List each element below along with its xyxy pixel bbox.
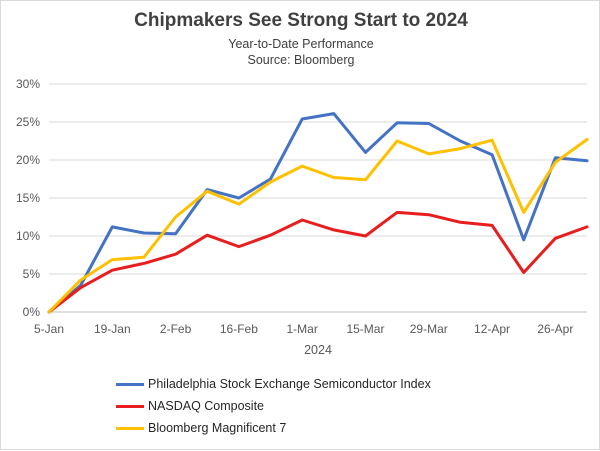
x-tick-label: 29-Mar [410,322,448,336]
series-line-1 [47,112,589,314]
legend-label: NASDAQ Composite [148,399,265,413]
legend-entry: Bloomberg Magnificent 7 [116,417,431,439]
y-tick-label: 10% [16,229,40,243]
chart-legend: Philadelphia Stock Exchange Semiconducto… [116,373,431,439]
chart-title: Chipmakers See Strong Start to 2024 [134,10,468,31]
x-axis-title: 2024 [304,343,332,357]
legend-entry: NASDAQ Composite [116,395,431,417]
y-tick-label: 20% [16,153,40,167]
x-tick-label: 1-Mar [287,322,318,336]
chart-subtitle: Year-to-Date Performance [228,37,374,51]
y-tick-label: 15% [16,191,40,205]
x-tick-label: 19-Jan [94,322,131,336]
series-line-3 [47,138,589,314]
y-tick-label: 30% [16,77,40,91]
y-tick-label: 25% [16,115,40,129]
x-tick-label: 5-Jan [34,322,64,336]
legend-swatch [116,426,144,430]
y-tick-label: 0% [23,305,41,319]
legend-entry: Philadelphia Stock Exchange Semiconducto… [116,373,431,395]
x-tick-label: 2-Feb [160,322,192,336]
x-tick-label: 12-Apr [474,322,510,336]
x-tick-label: 15-Mar [346,322,384,336]
legend-swatch [116,382,144,386]
chart-source: Source: Bloomberg [247,53,355,67]
series-line-2 [47,210,589,314]
legend-label: Philadelphia Stock Exchange Semiconducto… [148,377,431,391]
y-tick-label: 5% [23,267,41,281]
legend-label: Bloomberg Magnificent 7 [148,421,287,435]
legend-swatch [116,404,144,408]
x-tick-label: 16-Feb [220,322,258,336]
x-tick-label: 26-Apr [537,322,573,336]
